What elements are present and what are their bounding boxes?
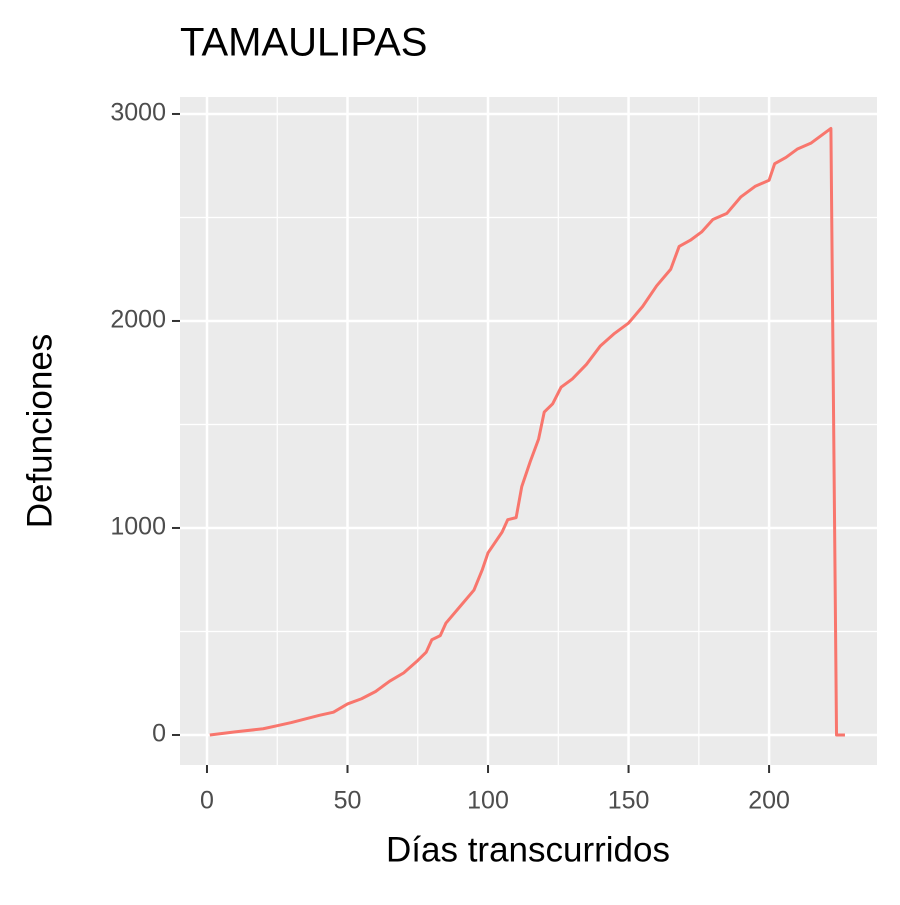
x-tick-label: 200 (748, 787, 790, 815)
chart-title: TAMAULIPAS (180, 21, 427, 65)
x-axis-title: Días transcurridos (386, 830, 670, 869)
y-tick-label: 1000 (110, 513, 166, 541)
x-tick-label: 0 (200, 787, 214, 815)
x-tick-label: 150 (608, 787, 650, 815)
y-axis-title: Defunciones (20, 334, 59, 529)
panel (180, 97, 877, 765)
data-line (209, 126, 845, 737)
x-tick-label: 100 (467, 787, 509, 815)
y-tick-label: 0 (152, 720, 166, 748)
y-tick-label: 2000 (110, 306, 166, 334)
x-tick-label: 50 (334, 787, 362, 815)
y-tick-label: 3000 (110, 99, 166, 127)
